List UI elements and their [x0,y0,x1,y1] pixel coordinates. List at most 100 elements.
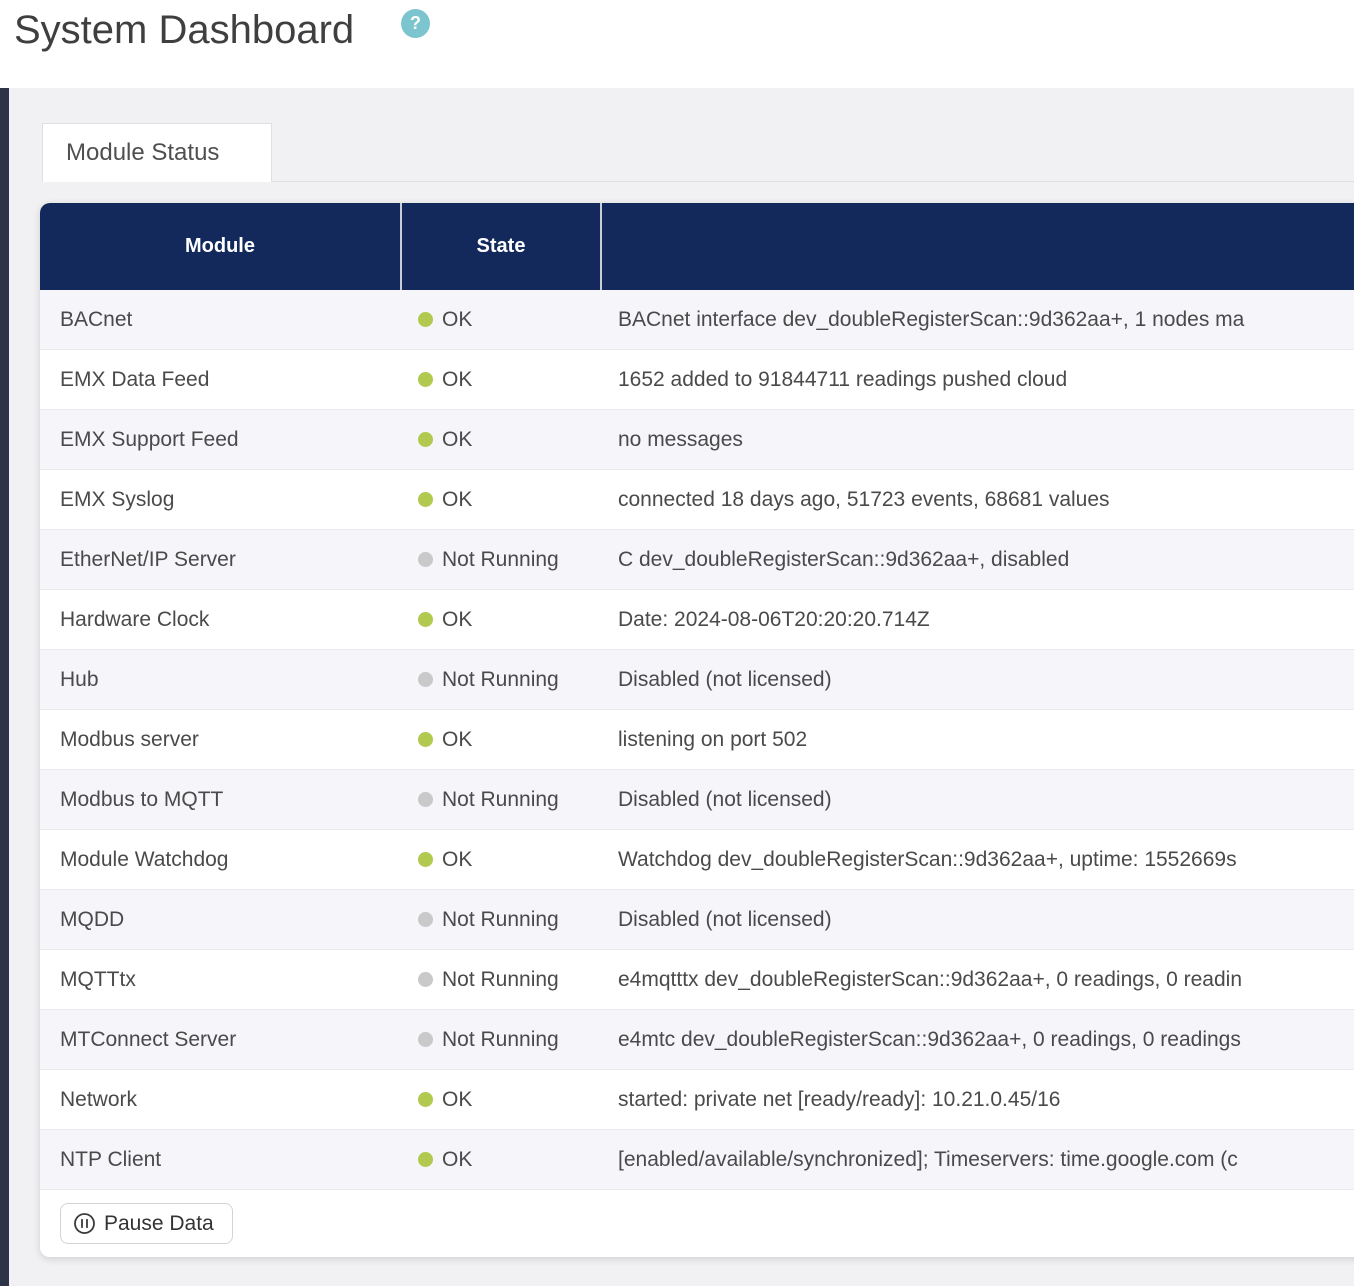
status-ok-icon [418,852,433,867]
module-name: EMX Syslog [60,487,175,511]
module-state: Not Running [400,1028,600,1052]
module-state: Not Running [400,968,600,992]
module-message: Disabled (not licensed) [618,787,832,811]
tab-module-status[interactable]: Module Status [42,123,272,182]
table-row: BACnet OK BACnet interface dev_doubleRegis… [40,290,1354,350]
table-row: Module Watchdog OK Watchdog dev_doubleRegi… [40,830,1354,890]
state-label: OK [442,727,473,751]
tab-module-status-label: Module Status [66,139,220,166]
module-state: OK [400,428,600,452]
state-label: OK [442,367,473,391]
module-name: EtherNet/IP Server [60,547,236,571]
state-label: OK [442,307,473,331]
module-state: Not Running [400,548,600,572]
state-label: Not Running [442,967,559,991]
pause-data-button[interactable]: Pause Data [60,1203,233,1244]
module-message: e4mtc dev_doubleRegisterScan::9d362aa+, … [618,1027,1241,1051]
status-ok-icon [418,1152,433,1167]
module-name: EMX Data Feed [60,367,210,391]
column-header-module: Module [185,235,255,257]
status-not-running-icon [418,792,433,807]
module-state: Not Running [400,788,600,812]
module-name: MQDD [60,907,125,931]
column-header-message [600,203,1354,290]
table-footer: Pause Data [40,1190,1354,1257]
module-message: started: private net [ready/ready]: 10.2… [618,1087,1061,1111]
module-state: Not Running [400,908,600,932]
status-not-running-icon [418,552,433,567]
module-state: OK [400,1088,600,1112]
status-not-running-icon [418,672,433,687]
table-row: EMX Syslog OK connected 18 days ago, 51723… [40,470,1354,530]
table-row: Hardware Clock OK Date: 2024-08-06T20:20:2… [40,590,1354,650]
module-message: no messages [618,427,743,451]
status-ok-icon [418,1092,433,1107]
state-label: OK [442,847,473,871]
table-row: MQTTtx Not Running e4mqtttx dev_doubleRegi… [40,950,1354,1010]
module-message: C dev_doubleRegisterScan::9d362aa+, disa… [618,547,1070,571]
module-name: MTConnect Server [60,1027,237,1051]
left-accent-strip [0,88,9,1286]
module-state: OK [400,728,600,752]
table-row: Modbus to MQTT Not Running Disabled (not l… [40,770,1354,830]
table-row: NTP Client OK [enabled/available/synchroni… [40,1130,1354,1190]
page-title: System Dashboard [14,8,355,52]
status-ok-icon [418,432,433,447]
state-label: Not Running [442,787,559,811]
module-state: Not Running [400,668,600,692]
status-ok-icon [418,612,433,627]
table-row: EMX Data Feed OK 1652 added to 91844711 re… [40,350,1354,410]
state-label: OK [442,487,473,511]
module-name: Network [60,1087,138,1111]
state-label: OK [442,1147,473,1171]
module-name: NTP Client [60,1147,162,1171]
status-ok-icon [418,312,433,327]
column-header-state: State [400,203,600,290]
module-message: Disabled (not licensed) [618,907,832,931]
module-message: e4mqtttx dev_doubleRegisterScan::9d362aa… [618,967,1243,991]
module-name: MQTTtx [60,967,136,991]
module-state: OK [400,308,600,332]
state-label: Not Running [442,907,559,931]
tabbar-divider [42,181,1354,182]
table-row: MTConnect Server Not Running e4mtc dev_dou… [40,1010,1354,1070]
state-label: OK [442,427,473,451]
state-label: OK [442,1087,473,1111]
state-label: OK [442,607,473,631]
table-row: Modbus server OK listening on port 502 [40,710,1354,770]
table-row: MQDD Not Running Disabled (not licensed) [40,890,1354,950]
table-row: EtherNet/IP Server Not Running C dev_doubl… [40,530,1354,590]
help-icon[interactable]: ? [401,9,430,38]
module-state: OK [400,1148,600,1172]
module-message: Disabled (not licensed) [618,667,832,691]
module-state: OK [400,848,600,872]
state-label: Not Running [442,1027,559,1051]
module-message: listening on port 502 [618,727,808,751]
module-message: Watchdog dev_doubleRegisterScan::9d362aa… [618,847,1237,871]
module-message: [enabled/available/synchronized]; Timese… [618,1147,1238,1171]
status-not-running-icon [418,972,433,987]
status-ok-icon [418,492,433,507]
status-ok-icon [418,372,433,387]
module-message: connected 18 days ago, 51723 events, 686… [618,487,1110,511]
table-row: EMX Support Feed OK no messages [40,410,1354,470]
module-name: Hub [60,667,99,691]
module-table-body: BACnet OK BACnet interface dev_doubleRegis… [40,290,1354,1190]
table-row: Network OK started: private net [ready/rea… [40,1070,1354,1130]
status-not-running-icon [418,1032,433,1047]
module-message: Date: 2024-08-06T20:20:20.714Z [618,607,930,631]
module-state: OK [400,368,600,392]
status-not-running-icon [418,912,433,927]
module-state: OK [400,608,600,632]
module-name: Module Watchdog [60,847,229,871]
state-label: Not Running [442,667,559,691]
pause-circle-icon [73,1212,96,1235]
module-name: EMX Support Feed [60,427,239,451]
content-area: Module Status Module State BACnet OK BACne… [0,88,1354,1286]
module-name: Hardware Clock [60,607,210,631]
pause-data-button-label: Pause Data [104,1211,214,1235]
title-bar: System Dashboard ? [0,0,1354,88]
module-state: OK [400,488,600,512]
module-message: BACnet interface dev_doubleRegisterScan:… [618,307,1245,331]
module-message: 1652 added to 91844711 readings pushed c… [618,367,1068,391]
